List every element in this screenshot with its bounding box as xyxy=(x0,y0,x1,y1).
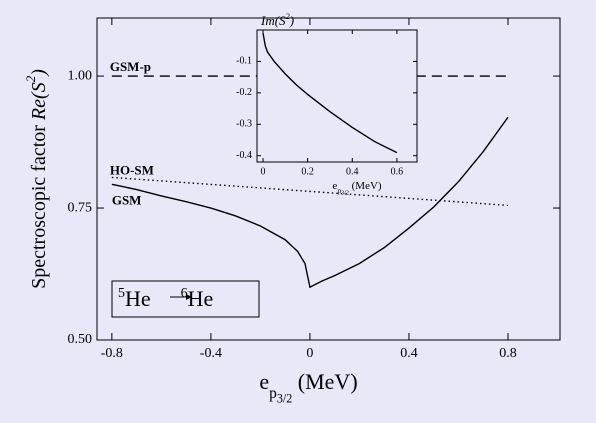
annotation-box xyxy=(111,280,260,318)
y-axis-label: Spectroscopic factor Re(S2) xyxy=(23,69,50,289)
annotation-text: 5He 6He xyxy=(118,286,213,311)
x-axis-label: ep3/2 (MeV) xyxy=(259,369,357,405)
series-line xyxy=(262,33,398,154)
y-tick-label: 0.50 xyxy=(68,332,93,347)
y-label-italic: Re(S xyxy=(28,82,50,121)
series-label: GSM-p xyxy=(110,59,151,74)
x-tick-label: 0 xyxy=(306,346,313,361)
annotation-arrowhead xyxy=(186,294,192,300)
y-tick-label: 0.75 xyxy=(68,200,93,215)
y-label-text: Spectroscopic factor xyxy=(28,120,50,289)
series-label: HO-SM xyxy=(110,162,154,177)
y-label-sup: 2 xyxy=(23,75,38,82)
series-line xyxy=(111,116,509,289)
x-label-main: e xyxy=(259,369,269,394)
inset-background xyxy=(257,30,417,162)
y-tick-label: -0.1 xyxy=(236,56,252,67)
y-label-close: ) xyxy=(289,13,294,28)
x-tick-label: -0.8 xyxy=(101,346,123,361)
plot-frame xyxy=(96,17,561,341)
y-tick-label: -0.2 xyxy=(236,87,252,98)
x-label-unit: (MeV) xyxy=(292,369,357,394)
y-label-close: ) xyxy=(28,69,50,77)
x-tick-label: 0 xyxy=(261,166,266,177)
x-label-subsub: 3/2 xyxy=(341,191,349,197)
x-axis-label: ep3/2 (MeV) xyxy=(332,180,381,198)
x-tick-label: 0.4 xyxy=(346,166,359,177)
y-axis-label: Im(S2) xyxy=(260,11,294,28)
x-label-sub: p xyxy=(337,186,341,195)
x-tick-label: -0.4 xyxy=(200,346,222,361)
y-label-italic: Im(S xyxy=(260,13,286,28)
plot-frame xyxy=(256,29,418,163)
annotation-to: He xyxy=(188,286,214,311)
y-label-sup: 2 xyxy=(286,11,291,21)
y-tick-label: 1.00 xyxy=(68,68,93,83)
x-tick-label: 0.4 xyxy=(400,346,418,361)
x-label-sub: p xyxy=(269,384,277,401)
x-tick-label: 0.8 xyxy=(499,346,517,361)
x-label-unit: (MeV) xyxy=(349,180,382,192)
x-label-main: e xyxy=(332,180,337,192)
x-label-subsub: 3/2 xyxy=(277,391,292,405)
series-line xyxy=(111,176,509,207)
y-tick-label: -0.3 xyxy=(236,119,252,130)
annotation-from_mass: 5 xyxy=(118,286,125,301)
annotation-from: He xyxy=(125,286,151,311)
x-tick-label: 0.2 xyxy=(301,166,314,177)
y-tick-label: -0.4 xyxy=(236,150,252,161)
annotation-to_mass: 6 xyxy=(181,286,188,301)
x-tick-label: 0.6 xyxy=(391,166,404,177)
series-label: GSM xyxy=(112,192,142,207)
